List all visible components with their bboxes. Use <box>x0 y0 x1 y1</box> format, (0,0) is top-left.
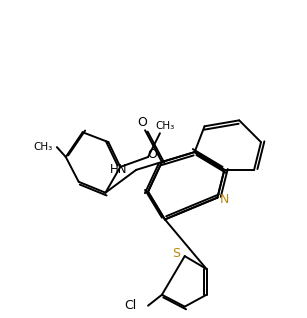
Text: S: S <box>172 247 180 259</box>
Text: O: O <box>147 148 157 161</box>
Text: N: N <box>220 193 229 206</box>
Text: CH₃: CH₃ <box>155 121 174 131</box>
Text: Cl: Cl <box>124 299 136 312</box>
Text: HN: HN <box>110 163 127 176</box>
Text: O: O <box>137 116 147 129</box>
Text: CH₃: CH₃ <box>33 142 52 152</box>
